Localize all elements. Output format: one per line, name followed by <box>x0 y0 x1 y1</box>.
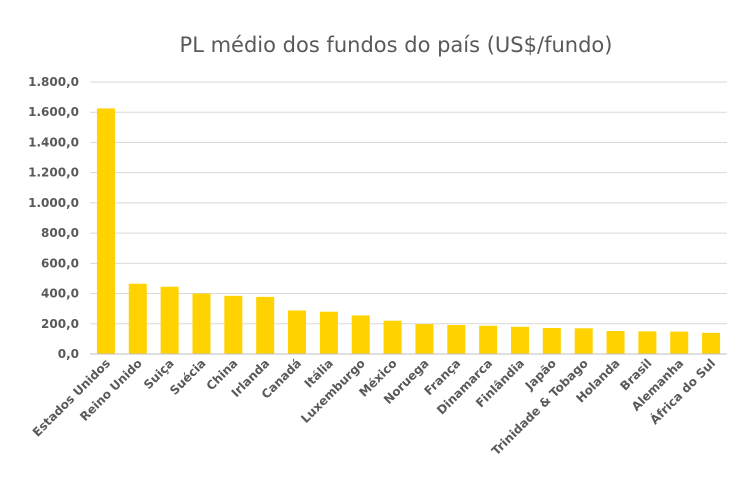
bars <box>96 108 721 354</box>
bar <box>383 320 402 354</box>
y-tick-label: 1.200,0 <box>28 166 79 180</box>
y-tick-label: 800,0 <box>41 226 79 240</box>
y-axis-ticks: 0,0 200,0 400,0 600,0 800,0 1.000,0 1.200,0 1.4… <box>28 75 79 361</box>
bar <box>447 324 466 354</box>
y-tick-label: 1.000,0 <box>28 196 79 210</box>
bar <box>288 310 307 354</box>
bar <box>670 331 689 354</box>
bar <box>128 283 147 354</box>
bar <box>638 331 657 354</box>
y-tick-label: 1.800,0 <box>28 75 79 89</box>
bar <box>479 325 498 354</box>
y-tick-label: 200,0 <box>41 317 79 331</box>
bar <box>606 331 625 354</box>
bar <box>351 315 370 354</box>
bar <box>224 295 243 354</box>
y-tick-label: 400,0 <box>41 287 79 301</box>
y-tick-label: 1.600,0 <box>28 105 79 119</box>
bar <box>510 326 529 354</box>
bar <box>574 328 593 354</box>
gridlines <box>90 81 727 325</box>
chart-title: PL médio dos fundos do país (US$/fundo) <box>180 33 613 57</box>
bar <box>160 286 179 354</box>
bar <box>415 324 434 354</box>
y-tick-label: 600,0 <box>41 256 79 270</box>
bar <box>192 293 211 354</box>
bar <box>319 311 338 354</box>
bar <box>702 332 721 354</box>
y-tick-label: 1.400,0 <box>28 135 79 149</box>
bar <box>96 108 115 354</box>
bar <box>256 296 275 354</box>
y-tick-label: 0,0 <box>58 347 79 361</box>
x-tick-label: Suécia <box>167 356 208 397</box>
bar <box>542 328 561 354</box>
